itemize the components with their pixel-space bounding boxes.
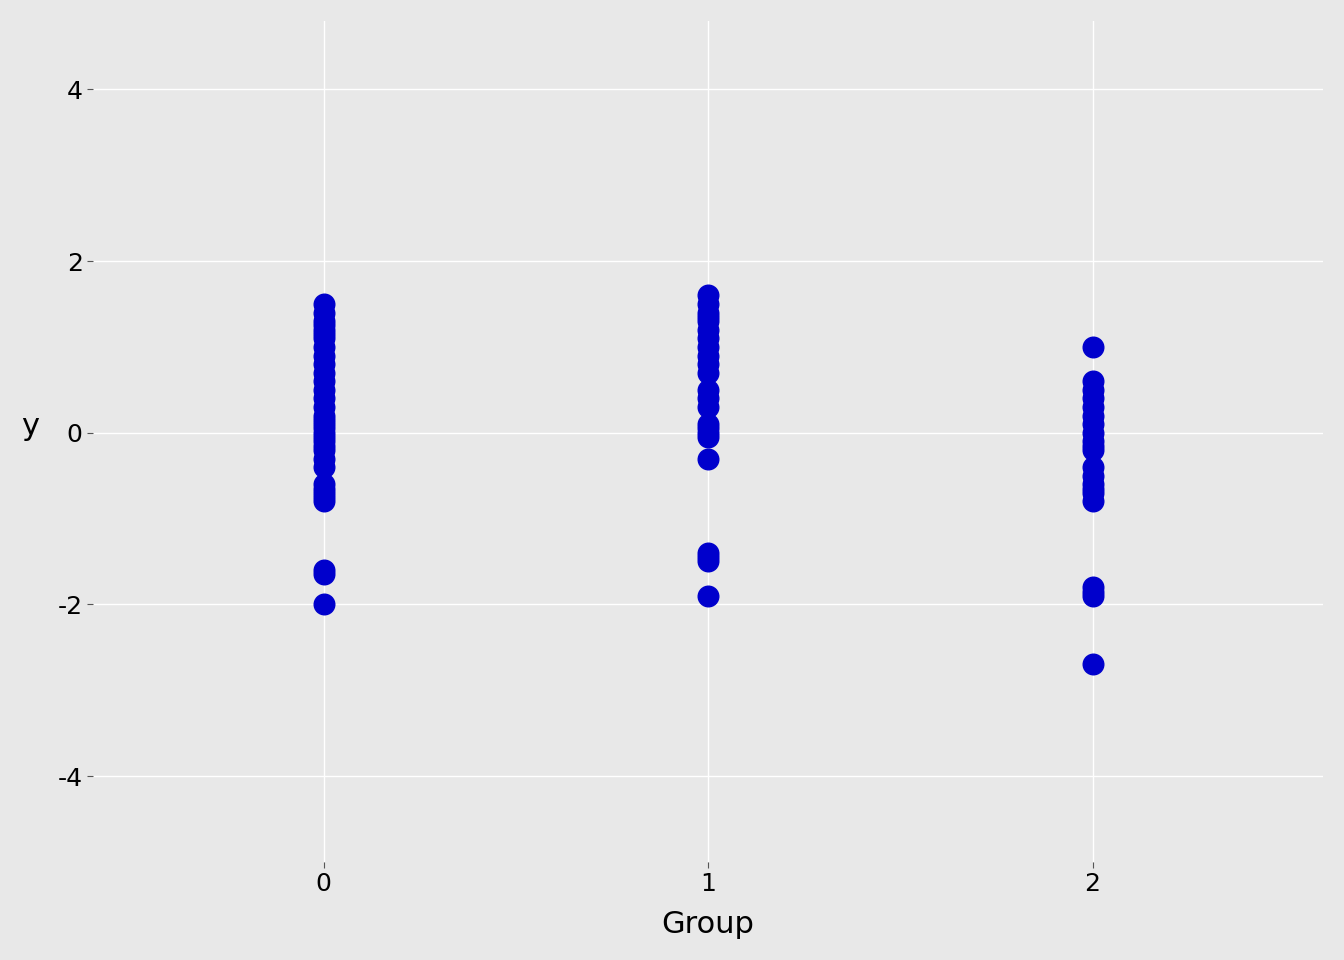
Point xyxy=(1082,373,1103,389)
Point xyxy=(698,425,719,441)
Point xyxy=(313,408,335,423)
Point xyxy=(313,476,335,492)
Point xyxy=(1082,408,1103,423)
Point xyxy=(313,314,335,329)
Point xyxy=(313,566,335,582)
X-axis label: Group: Group xyxy=(661,910,754,939)
Point xyxy=(698,588,719,604)
Point xyxy=(1082,399,1103,415)
Point xyxy=(1082,493,1103,509)
Point xyxy=(698,339,719,354)
Point xyxy=(698,330,719,346)
Point xyxy=(698,356,719,372)
Point xyxy=(313,481,335,496)
Point xyxy=(313,348,335,363)
Point xyxy=(698,288,719,303)
Point xyxy=(1082,460,1103,475)
Point xyxy=(313,451,335,467)
Point xyxy=(313,429,335,444)
Point xyxy=(698,549,719,564)
Point xyxy=(698,297,719,312)
Point xyxy=(313,318,335,333)
Point xyxy=(1082,481,1103,496)
Point xyxy=(1082,584,1103,599)
Point xyxy=(1082,657,1103,672)
Point xyxy=(1082,580,1103,595)
Point xyxy=(313,323,335,338)
Y-axis label: y: y xyxy=(22,413,39,442)
Point xyxy=(698,348,719,363)
Point xyxy=(313,391,335,406)
Point xyxy=(1082,438,1103,453)
Point xyxy=(313,438,335,453)
Point xyxy=(698,417,719,432)
Point xyxy=(1082,485,1103,500)
Point xyxy=(1082,425,1103,441)
Point xyxy=(313,326,335,342)
Point xyxy=(1082,476,1103,492)
Point xyxy=(313,399,335,415)
Point xyxy=(698,545,719,561)
Point xyxy=(698,420,719,436)
Point xyxy=(698,323,719,338)
Point xyxy=(313,417,335,432)
Point xyxy=(698,429,719,444)
Point xyxy=(313,490,335,505)
Point xyxy=(698,391,719,406)
Point xyxy=(1082,391,1103,406)
Point xyxy=(313,305,335,321)
Point xyxy=(313,373,335,389)
Point xyxy=(313,493,335,509)
Point xyxy=(698,305,719,321)
Point xyxy=(1082,339,1103,354)
Point xyxy=(698,382,719,397)
Point xyxy=(1082,434,1103,449)
Point xyxy=(1082,588,1103,604)
Point xyxy=(1082,417,1103,432)
Point xyxy=(313,443,335,458)
Point xyxy=(698,554,719,569)
Point xyxy=(313,365,335,380)
Point xyxy=(1082,382,1103,397)
Point xyxy=(698,309,719,324)
Point xyxy=(698,314,719,329)
Point xyxy=(313,460,335,475)
Point xyxy=(698,451,719,467)
Point xyxy=(313,563,335,578)
Point xyxy=(313,330,335,346)
Point xyxy=(313,434,335,449)
Point xyxy=(313,485,335,500)
Point xyxy=(313,420,335,436)
Point xyxy=(313,412,335,427)
Point xyxy=(313,297,335,312)
Point xyxy=(1082,443,1103,458)
Point xyxy=(1082,468,1103,483)
Point xyxy=(698,365,719,380)
Point xyxy=(698,399,719,415)
Point xyxy=(313,382,335,397)
Point xyxy=(313,425,335,441)
Point xyxy=(313,597,335,612)
Point xyxy=(313,356,335,372)
Point xyxy=(313,339,335,354)
